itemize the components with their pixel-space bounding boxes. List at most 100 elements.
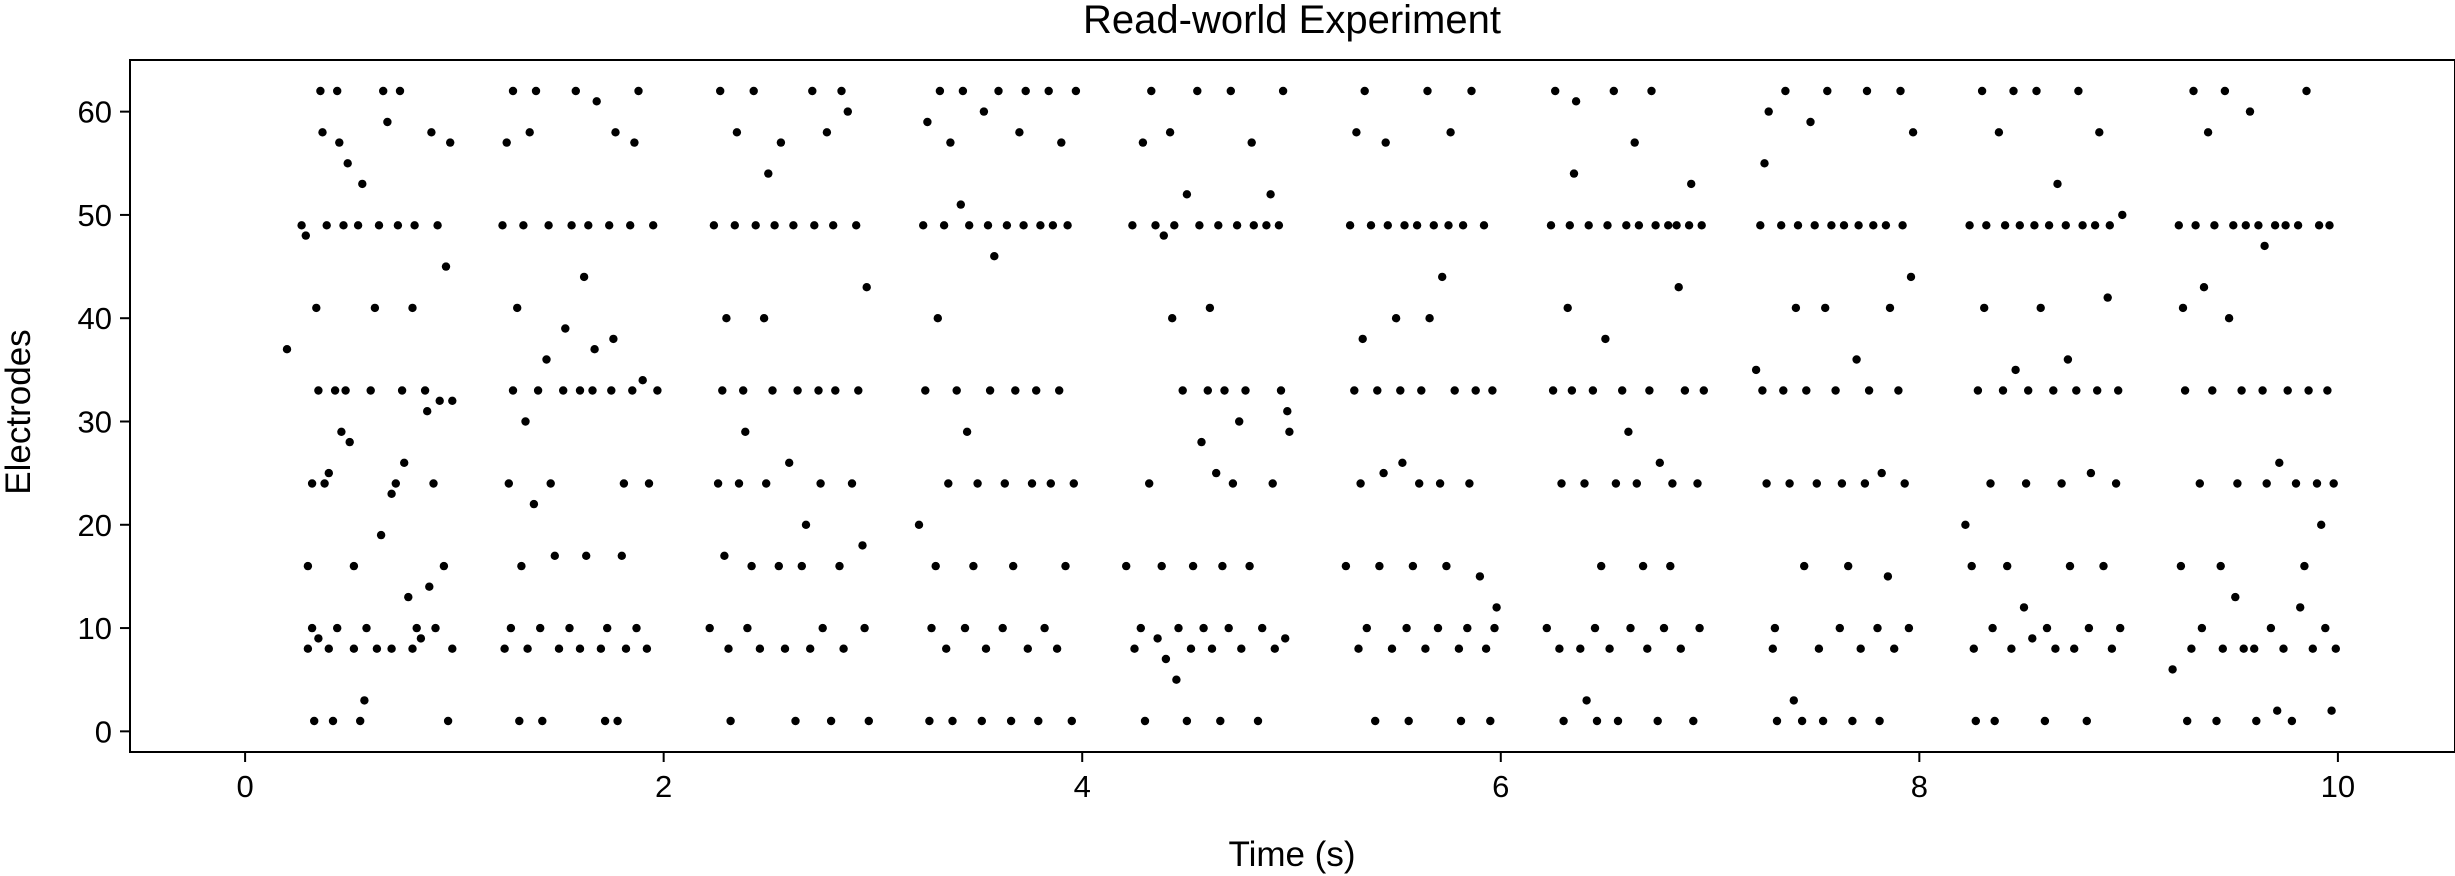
spike-point — [2275, 458, 2284, 467]
spike-point — [630, 138, 639, 147]
spike-point — [2321, 623, 2330, 633]
spike-point — [343, 159, 352, 168]
spike-point — [504, 479, 513, 488]
spike-point — [1021, 86, 1030, 96]
spike-point — [1040, 623, 1049, 633]
spike-point — [303, 644, 313, 653]
spike-point — [448, 644, 457, 653]
spike-point — [550, 551, 559, 560]
spike-point — [600, 716, 610, 726]
spike-point — [617, 551, 626, 560]
spike-point — [1207, 644, 1217, 653]
spike-point — [1174, 623, 1183, 633]
spike-point — [554, 644, 564, 653]
spike-point — [517, 561, 526, 571]
spike-point — [720, 551, 729, 560]
spike-point — [1605, 644, 1614, 653]
spike-point — [1057, 138, 1066, 147]
spike-point — [529, 499, 539, 509]
spike-point — [649, 221, 658, 230]
spike-point — [638, 376, 647, 385]
spike-point — [1224, 623, 1233, 633]
spike-point — [829, 221, 838, 230]
spike-point — [1216, 716, 1225, 726]
spike-point — [1609, 86, 1619, 96]
spike-point — [852, 221, 861, 230]
spike-point — [1276, 386, 1286, 395]
spike-point — [579, 272, 589, 282]
spike-point — [387, 644, 396, 653]
spike-point — [1345, 221, 1355, 230]
spike-point — [860, 623, 869, 633]
spike-point — [816, 479, 825, 488]
spike-point — [1404, 716, 1413, 726]
spike-point — [1247, 138, 1256, 147]
spike-point — [1205, 303, 1215, 313]
spike-point — [588, 386, 597, 395]
spike-point — [927, 623, 936, 633]
spike-point — [613, 716, 622, 726]
spike-point — [1764, 107, 1773, 116]
spike-point — [1814, 644, 1824, 653]
spike-point — [780, 644, 790, 653]
spike-point — [2024, 386, 2033, 395]
spike-point — [1241, 386, 1250, 395]
spike-point — [1971, 716, 1981, 726]
spike-point — [985, 386, 995, 395]
spike-point — [1668, 479, 1677, 488]
spike-point — [1165, 128, 1175, 137]
spike-point — [1373, 386, 1382, 395]
spike-point — [705, 623, 714, 633]
spike-point — [2078, 221, 2087, 230]
spike-point — [1067, 716, 1077, 726]
spike-point — [521, 417, 530, 426]
spike-point — [611, 128, 620, 137]
spike-point — [2254, 221, 2263, 230]
spike-point — [1281, 634, 1290, 643]
spike-point — [1278, 86, 1288, 96]
spike-point — [1653, 716, 1662, 726]
spike-point — [1647, 86, 1656, 96]
spike-point — [1988, 623, 1997, 633]
spike-point — [858, 541, 867, 550]
spike-point — [1890, 644, 1899, 653]
spike-point — [314, 386, 323, 395]
spike-point — [1170, 221, 1179, 230]
spike-point — [1797, 716, 1807, 726]
spike-point — [1069, 479, 1079, 488]
spike-point — [2051, 644, 2060, 653]
spike-point — [1138, 138, 1148, 147]
spike-point — [977, 716, 986, 726]
spike-point — [1245, 561, 1254, 571]
spike-point — [322, 221, 331, 230]
spike-point — [1779, 386, 1788, 395]
spike-point — [1802, 386, 1811, 395]
spike-point — [1421, 644, 1430, 653]
spike-point — [956, 200, 965, 209]
spike-point — [1391, 314, 1401, 323]
spike-point — [1883, 572, 1893, 581]
spike-point — [565, 623, 574, 633]
spike-point — [1548, 386, 1558, 395]
spike-point — [1785, 479, 1794, 488]
spike-point — [1542, 623, 1552, 633]
spike-point — [942, 644, 951, 653]
spike-point — [423, 407, 432, 416]
spike-point — [372, 644, 382, 653]
spike-point — [448, 396, 457, 405]
spike-point — [1904, 623, 1914, 633]
spike-point — [307, 479, 317, 488]
spike-point — [1458, 221, 1468, 230]
spike-point — [1860, 479, 1870, 488]
spike-point — [1854, 221, 1863, 230]
spike-point — [1036, 221, 1045, 230]
spike-point — [2168, 665, 2177, 674]
spike-point — [1898, 221, 1907, 230]
spike-point — [1576, 644, 1585, 653]
spike-point — [626, 221, 635, 230]
spike-point — [1465, 479, 1474, 488]
spike-point — [1145, 479, 1154, 488]
spike-point — [914, 520, 924, 529]
spike-point — [349, 561, 359, 571]
spike-point — [2210, 221, 2219, 230]
